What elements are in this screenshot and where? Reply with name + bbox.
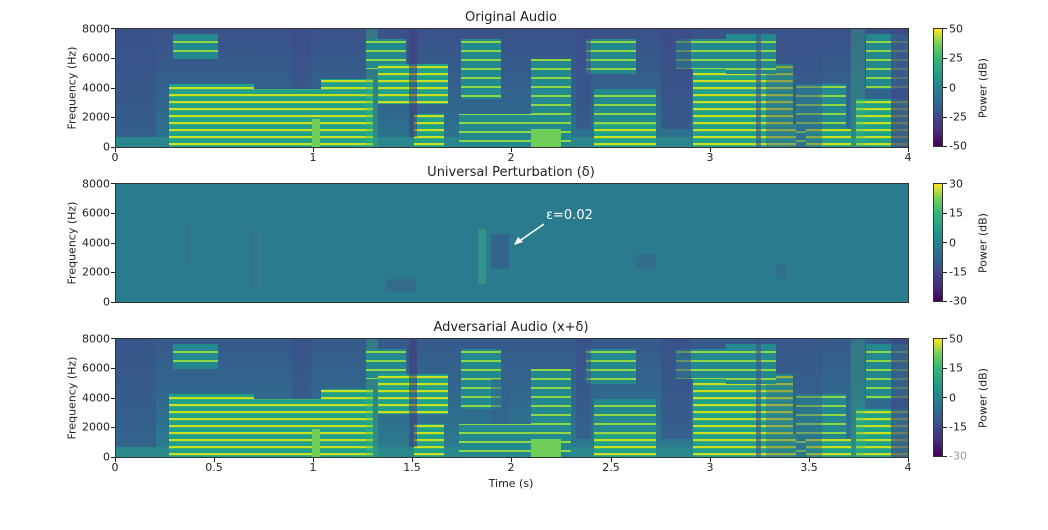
colorbar-label: Power (dB) bbox=[976, 58, 990, 118]
y-tick: 2000 bbox=[82, 110, 110, 124]
spectrogram-adversarial bbox=[115, 338, 909, 458]
x-tick: 1.5 bbox=[403, 461, 421, 474]
y-tick: 6000 bbox=[82, 361, 110, 375]
colorbar-tick: -50 bbox=[949, 139, 967, 153]
x-tick: 0 bbox=[111, 461, 119, 474]
spectrogram-original bbox=[115, 28, 909, 148]
colorbar-tick: 25 bbox=[949, 51, 963, 65]
spectrogram-perturbation bbox=[115, 183, 909, 303]
x-tick: 1 bbox=[309, 151, 317, 164]
colorbar-tick: -25 bbox=[949, 110, 967, 124]
colorbar bbox=[933, 338, 943, 457]
y-tick: 6000 bbox=[82, 51, 110, 65]
colorbar-tick: -15 bbox=[949, 420, 967, 434]
colorbar-tick: 0 bbox=[949, 236, 956, 250]
panel-title: Original Audio bbox=[465, 10, 557, 25]
y-tick: 8000 bbox=[82, 177, 110, 191]
x-tick: 3 bbox=[706, 151, 714, 164]
panel-title: Adversarial Audio (x+δ) bbox=[433, 320, 589, 335]
x-tick: 2 bbox=[507, 461, 515, 474]
x-tick: 1 bbox=[309, 461, 317, 474]
colorbar-tick: 15 bbox=[949, 206, 963, 220]
colorbar-tick: -15 bbox=[949, 265, 967, 279]
colorbar bbox=[933, 183, 943, 302]
colorbar bbox=[933, 28, 943, 147]
y-tick: 0 bbox=[103, 450, 110, 464]
y-tick: 0 bbox=[103, 295, 110, 309]
colorbar-tick: 30 bbox=[949, 177, 963, 191]
colorbar-tick: 50 bbox=[949, 332, 963, 346]
colorbar-label: Power (dB) bbox=[976, 213, 990, 273]
x-tick: 3.5 bbox=[800, 461, 818, 474]
colorbar-tick: 15 bbox=[949, 361, 963, 375]
x-tick: 4 bbox=[904, 461, 912, 474]
y-tick: 6000 bbox=[82, 206, 110, 220]
y-tick: 0 bbox=[103, 140, 110, 154]
colorbar-tick: 50 bbox=[949, 22, 963, 36]
colorbar-tick: 0 bbox=[949, 391, 956, 405]
y-tick: 8000 bbox=[82, 332, 110, 346]
y-tick: 4000 bbox=[82, 391, 110, 405]
x-axis-label: Time (s) bbox=[488, 477, 534, 490]
y-tick: 4000 bbox=[82, 236, 110, 250]
x-tick: 2 bbox=[507, 151, 515, 164]
x-tick: 3 bbox=[706, 461, 714, 474]
y-tick: 2000 bbox=[82, 420, 110, 434]
y-tick: 8000 bbox=[82, 22, 110, 36]
x-tick: 0 bbox=[111, 151, 119, 164]
x-tick: 2.5 bbox=[602, 461, 620, 474]
x-tick: 4 bbox=[904, 151, 912, 164]
colorbar-tick: -30 bbox=[949, 294, 967, 308]
epsilon-annotation: ε=0.02 bbox=[546, 208, 593, 223]
panel-title: Universal Perturbation (δ) bbox=[427, 165, 595, 180]
colorbar-label: Power (dB) bbox=[976, 368, 990, 428]
y-tick: 4000 bbox=[82, 81, 110, 95]
y-tick: 2000 bbox=[82, 265, 110, 279]
colorbar-tick: -30 bbox=[949, 449, 967, 463]
colorbar-tick: 0 bbox=[949, 81, 956, 95]
x-tick: 0.5 bbox=[205, 461, 223, 474]
